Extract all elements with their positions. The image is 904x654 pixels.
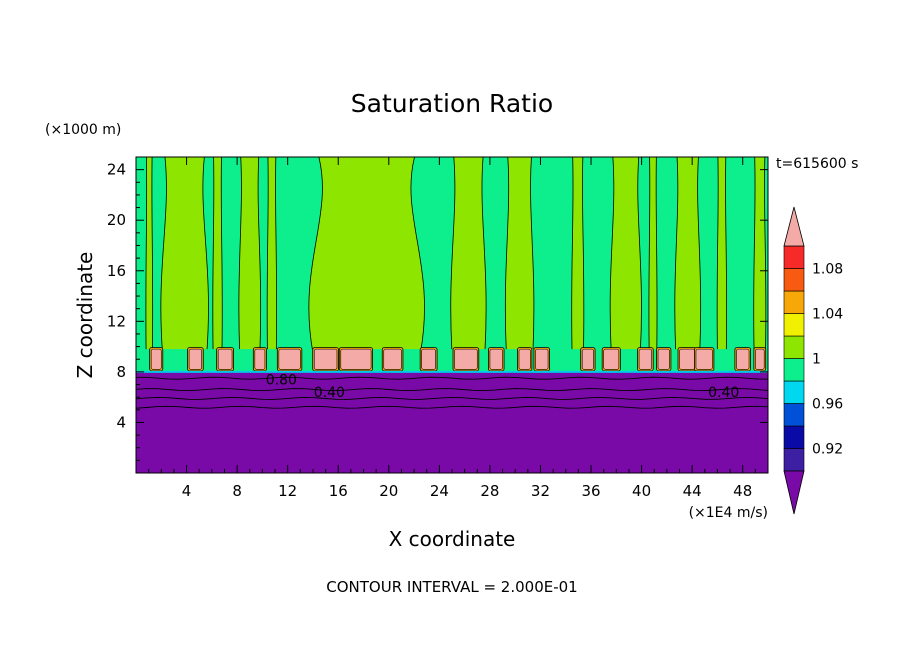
y-axis-ticks: 4 8 12 16 20 24	[107, 161, 768, 461]
colorbar-tick-label: 0.96	[812, 397, 843, 413]
supersaturated-cell	[603, 348, 620, 370]
colorbar-band	[783, 290, 805, 314]
colorbar-band	[783, 245, 805, 269]
colorbar-tick-label: 1.04	[812, 307, 843, 323]
colorbar-tick-label: 1.08	[812, 262, 843, 278]
moist-column	[674, 157, 702, 354]
x-tick-label: 24	[430, 482, 449, 500]
colorbar-band	[783, 313, 805, 337]
moist-column	[571, 157, 585, 354]
moist-column	[145, 157, 154, 354]
contour-label: 0.80	[266, 372, 297, 388]
chart-title: Saturation Ratio	[351, 89, 553, 118]
x-tick-label: 32	[531, 482, 550, 500]
moist-column	[160, 157, 209, 354]
plot-area: 0.80 0.40 0.40	[135, 156, 769, 474]
colorbar-tick-label: 0.92	[812, 442, 843, 458]
supersaturated-cell	[755, 348, 765, 370]
x-axis-ticks: 4 8 12 16 20 24 28 32 36 40 44 48	[148, 157, 756, 500]
colorbar-band	[783, 403, 805, 427]
moist-column	[504, 157, 535, 354]
field-low-layer	[136, 371, 768, 473]
x-tick-label: 12	[278, 482, 297, 500]
x-tick-label: 48	[733, 482, 752, 500]
contour-interval-note: CONTOUR INTERVAL = 2.000E-01	[326, 578, 577, 596]
moist-column	[716, 157, 728, 354]
supersaturated-cell	[518, 348, 531, 370]
colorbar-over-arrow	[783, 206, 805, 247]
supersaturated-cell	[638, 348, 653, 370]
x-tick-label: 28	[480, 482, 499, 500]
colorbar-band	[783, 358, 805, 382]
contour-line	[136, 396, 768, 400]
y-tick-label: 16	[107, 262, 126, 280]
moist-column	[753, 157, 767, 354]
colorbar-band	[783, 335, 805, 359]
colorbar-band	[783, 425, 805, 449]
supersaturated-cell	[695, 348, 713, 370]
supersaturated-cell	[489, 348, 503, 370]
supersaturated-cell	[278, 348, 301, 370]
colorbar-tick-label: 1	[812, 352, 821, 368]
supersaturated-cell	[454, 348, 478, 370]
x-tick-label: 8	[232, 482, 242, 500]
y-tick-label: 12	[107, 312, 126, 330]
y-tick-label: 24	[107, 161, 126, 179]
supersaturated-cell	[535, 348, 549, 370]
colorbar-band	[783, 268, 805, 292]
colorbar-under-arrow	[783, 470, 805, 515]
supersaturated-cell	[383, 348, 402, 370]
y-tick-label: 8	[116, 363, 126, 381]
contour-line	[136, 388, 768, 392]
supersaturated-cell	[421, 348, 436, 370]
moist-column	[609, 157, 642, 354]
x-tick-label: 4	[182, 482, 192, 500]
supersaturated-cell	[188, 348, 203, 370]
supersaturated-cell	[736, 348, 750, 370]
supersaturated-cell	[217, 348, 233, 370]
x-tick-label: 40	[632, 482, 651, 500]
supersaturated-cell	[340, 348, 372, 370]
y-unit-label: (×1000 m)	[45, 122, 121, 138]
x-axis-title: X coordinate	[389, 527, 516, 551]
y-tick-label: 4	[116, 413, 126, 431]
contour-label: 0.40	[708, 385, 739, 401]
x-tick-label: 20	[379, 482, 398, 500]
colorbar: 0.92 0.96 1 1.04 1.08	[783, 206, 843, 515]
y-axis-title: Z coordinate	[73, 252, 97, 379]
field-layers: 0.80 0.40 0.40	[136, 157, 768, 473]
supersaturated-cell	[581, 348, 594, 370]
contour-line	[136, 405, 768, 409]
x-tick-label: 36	[581, 482, 600, 500]
supersaturated-cell	[254, 348, 266, 370]
moist-column	[238, 157, 262, 354]
x-tick-label: 44	[683, 482, 702, 500]
moist-column	[308, 157, 425, 354]
moist-column	[450, 157, 487, 354]
contour-line	[136, 376, 768, 380]
x-unit-label: (×1E4 m/s)	[689, 505, 768, 521]
moist-column	[212, 157, 223, 354]
time-label: t=615600 s	[776, 156, 858, 172]
supersaturated-cell	[313, 348, 338, 370]
supersaturated-cell	[657, 348, 670, 370]
contour-label: 0.40	[314, 385, 345, 401]
x-tick-label: 16	[329, 482, 348, 500]
moist-column	[266, 157, 278, 354]
supersaturated-cell	[679, 348, 695, 370]
colorbar-band	[783, 380, 805, 404]
moist-column	[648, 157, 658, 354]
y-tick-label: 20	[107, 211, 126, 229]
colorbar-band	[783, 448, 805, 472]
supersaturated-cell	[150, 348, 162, 370]
